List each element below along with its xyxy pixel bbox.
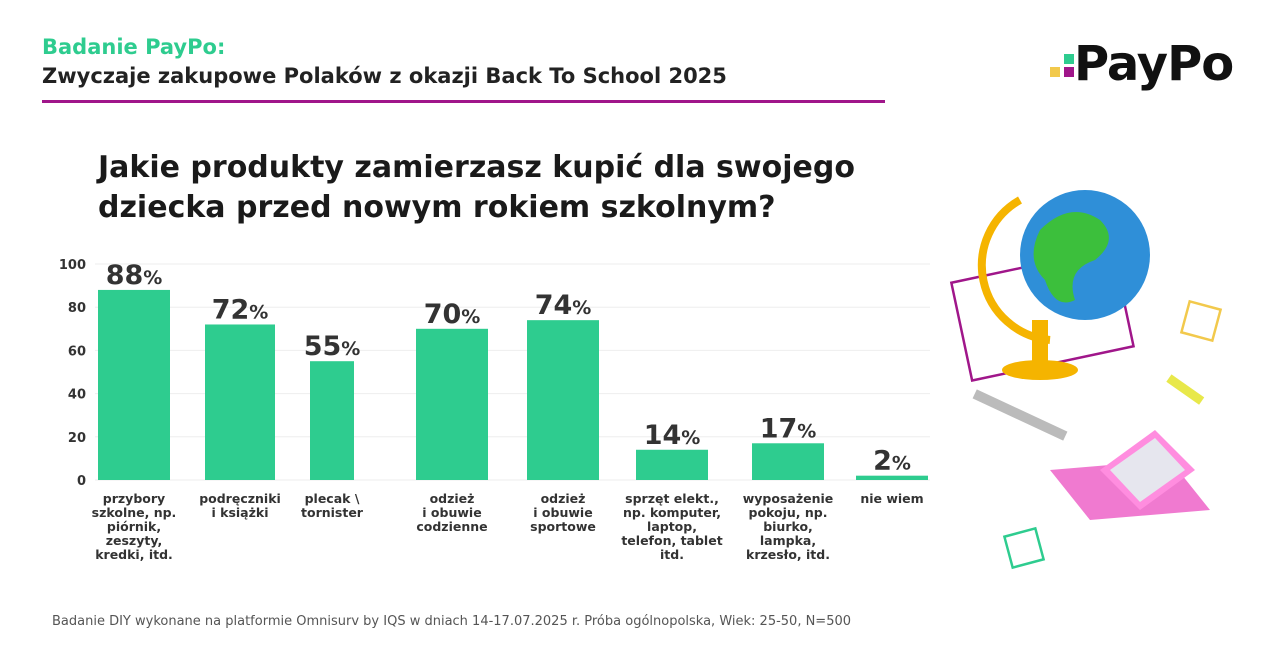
data-label: 55% [304, 331, 361, 362]
category-label: podręczniki i książki [199, 491, 281, 520]
data-label: 72% [212, 294, 269, 325]
data-label: 17% [760, 413, 817, 444]
y-tick-label: 20 [68, 431, 86, 446]
bar [752, 443, 824, 480]
question-title: Jakie produkty zamierzasz kupić dla swoj… [98, 150, 855, 225]
highlighter-icon [1166, 374, 1205, 405]
bar [98, 289, 170, 480]
y-tick-label: 60 [68, 344, 86, 359]
y-tick-label: 80 [68, 301, 86, 316]
logo-square-green [1064, 54, 1074, 64]
y-tick-label: 0 [77, 474, 86, 489]
bar [310, 361, 354, 480]
y-tick-label: 100 [59, 258, 86, 273]
data-label: 2% [873, 446, 911, 477]
logo-square-purple [1064, 67, 1074, 77]
bar [416, 328, 488, 480]
data-label: 74% [535, 290, 592, 321]
category-label: odzież i obuwie codzienne [416, 491, 487, 534]
green-square [1002, 526, 1046, 570]
globe-base [1002, 360, 1078, 380]
data-label: 88% [106, 260, 163, 291]
category-label: sprzęt elekt., np. komputer, laptop, telefo… [621, 491, 722, 562]
footer-note: Badanie DIY wykonane na platformie Omnis… [52, 614, 852, 629]
data-label: 14% [644, 420, 701, 451]
category-label: odzież i obuwie sportowe [530, 491, 596, 534]
category-label: nie wiem [860, 491, 923, 506]
category-label: przybory szkolne, np. piórnik, zeszyty, kred… [92, 491, 177, 562]
data-label: 70% [424, 299, 481, 330]
bar [205, 324, 275, 480]
y-tick-label: 40 [68, 388, 86, 403]
school-illustration [949, 190, 1223, 570]
bar [856, 475, 928, 480]
bar [636, 449, 708, 480]
header-divider [42, 100, 885, 103]
header-title: Badanie PayPo: [42, 35, 226, 59]
yellow-square [1179, 299, 1223, 343]
header-subtitle: Zwyczaje zakupowe Polaków z okazji Back … [42, 64, 727, 88]
bar [527, 320, 599, 480]
logo-text: PayPo [1074, 36, 1234, 92]
ruler-icon [972, 389, 1068, 441]
bar-chart: 0 20 40 60 80 100 88% przybory szkolne, np. piórn… [59, 258, 930, 562]
category-label: plecak \ tornister [301, 491, 364, 520]
category-label: wyposażenie pokoju, np. biurko, lampka, krze… [743, 491, 834, 562]
logo-square-yellow [1050, 67, 1060, 77]
